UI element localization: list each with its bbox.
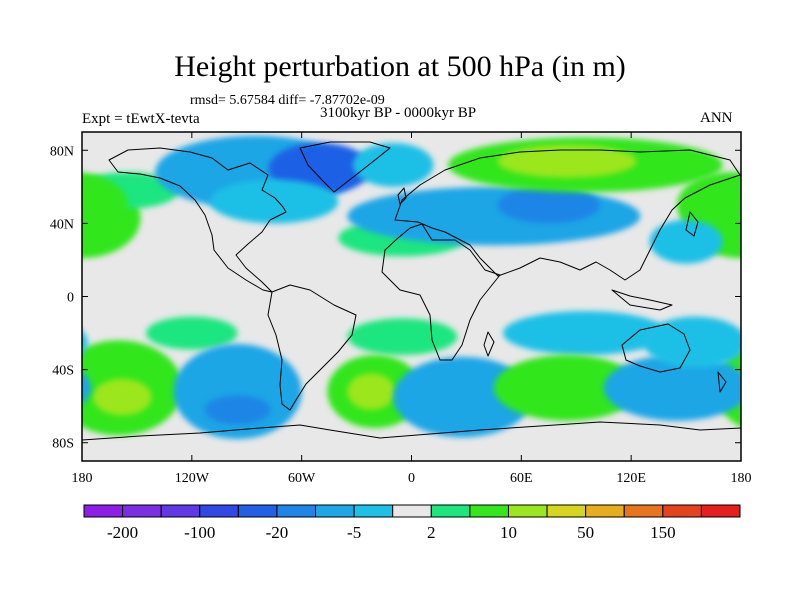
x-tick-label: 60E — [510, 471, 533, 486]
anomaly-region — [146, 316, 238, 350]
x-tick-label: 0 — [408, 471, 415, 486]
coastline-indonesia — [611, 289, 673, 311]
colorbar-swatch — [276, 504, 317, 518]
colorbar-swatch — [83, 504, 124, 518]
coastline-british-isles — [397, 187, 407, 205]
colorbar-swatch — [546, 504, 587, 518]
colorbar-swatch — [237, 504, 278, 518]
colorbar-label: -5 — [347, 523, 361, 542]
colorbar-swatch — [585, 504, 625, 518]
colorbar-label: -100 — [184, 523, 215, 542]
anomaly-region — [503, 311, 668, 355]
anomaly-region — [347, 186, 641, 246]
anomaly-region — [92, 378, 152, 416]
anomaly-region — [204, 395, 271, 425]
coastline-australia — [621, 323, 691, 373]
x-axis-ticks: 180 120W 60W 0 60E 120E 180 — [72, 132, 752, 486]
anomaly-region — [643, 316, 741, 368]
colorbar-swatch — [122, 504, 162, 518]
anomaly-region — [82, 371, 92, 404]
colorbar-swatch — [315, 504, 355, 518]
y-tick-label: 40N — [50, 217, 74, 232]
colorbar-label: 150 — [650, 523, 676, 542]
anomaly-region — [649, 219, 723, 264]
x-tick-label: 120E — [616, 471, 646, 486]
colorbar: -200 -100 -20 -5 2 10 50 150 — [83, 504, 741, 542]
anomaly-region — [82, 172, 128, 238]
x-tick-label: 180 — [72, 471, 93, 486]
colorbar-swatch — [700, 504, 741, 518]
anomaly-region — [173, 344, 302, 440]
anomaly-region — [393, 356, 533, 438]
colorbar-swatch — [353, 504, 394, 518]
x-tick-label: 180 — [731, 471, 752, 486]
coastline-new-zealand — [717, 371, 727, 393]
anomaly-region — [347, 373, 396, 410]
colorbar-label: -20 — [266, 523, 289, 542]
colorbar-swatch — [623, 504, 664, 518]
anomaly-region — [603, 354, 741, 421]
coastline-madagascar — [483, 331, 495, 357]
x-tick-label: 120W — [175, 471, 210, 486]
anomaly-region — [210, 179, 339, 224]
y-tick-label: 40S — [52, 364, 74, 379]
colorbar-swatch — [430, 504, 471, 518]
stats-label: rmsd= 5.67584 diff= -7.87702e-09 — [190, 93, 385, 108]
coastline-greenland — [299, 141, 391, 193]
coastline-south-america — [267, 284, 357, 411]
coastline-antarctica — [82, 421, 741, 441]
coastline-north-america — [108, 147, 287, 293]
anomaly-region — [82, 330, 88, 354]
figure-title: Height perturbation at 500 hPa (in m) — [174, 50, 626, 83]
coastline-japan — [685, 211, 699, 237]
y-tick-label: 80N — [50, 144, 74, 159]
colorbar-swatch — [392, 504, 432, 518]
colorbar-swatch — [199, 504, 239, 518]
experiment-label: Expt = tEwtX-tevta — [82, 111, 200, 127]
anomaly-region — [352, 142, 434, 187]
colorbar-label: 10 — [500, 523, 517, 542]
x-tick-label: 60W — [288, 471, 316, 486]
coastlines — [82, 141, 741, 441]
season-label: ANN — [700, 110, 733, 126]
anomaly-region — [347, 318, 458, 355]
anomaly-region — [735, 182, 741, 199]
y-tick-label: 80S — [52, 437, 74, 452]
coastline-eurasia — [394, 149, 741, 281]
colorbar-swatch — [662, 504, 702, 518]
period-label: 3100kyr BP - 0000kyr BP — [320, 105, 477, 121]
colorbar-swatch — [469, 504, 509, 518]
coastline-eurasia-africa — [381, 223, 501, 361]
colorbar-label: -200 — [107, 523, 138, 542]
y-tick-label: 0 — [67, 291, 74, 306]
y-axis-ticks: 80N 40N 0 40S 80S — [50, 144, 741, 452]
anomaly-field — [82, 135, 741, 440]
anomaly-region — [497, 186, 601, 224]
colorbar-label: 2 — [427, 523, 436, 542]
anomaly-region — [497, 144, 637, 178]
anomaly-region — [493, 354, 641, 421]
colorbar-label: 50 — [577, 523, 594, 542]
colorbar-swatch — [160, 504, 201, 518]
colorbar-swatch — [507, 504, 548, 518]
